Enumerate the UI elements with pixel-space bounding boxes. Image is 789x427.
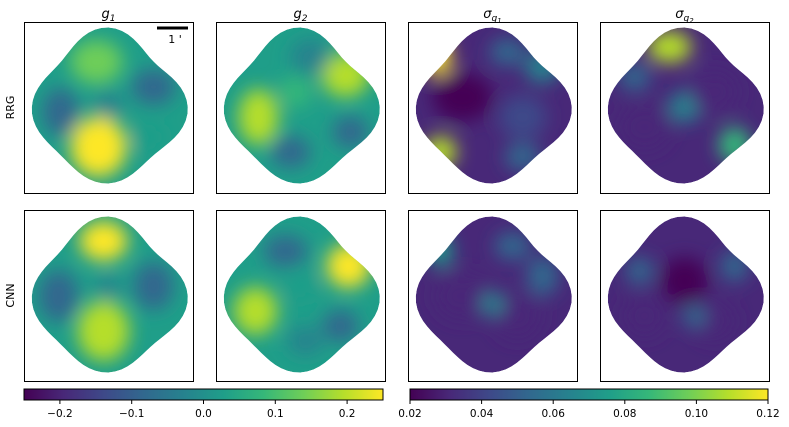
map-feature xyxy=(94,91,123,119)
colorbar-tick-label: 0.04 xyxy=(470,408,494,420)
row-label-cnn: CNN xyxy=(4,283,17,307)
panel-rrg-g2 xyxy=(216,22,386,194)
map-feature xyxy=(526,256,559,296)
map-feature xyxy=(622,294,667,338)
map-feature xyxy=(682,304,707,328)
map-feature xyxy=(625,257,654,285)
map-feature xyxy=(647,31,692,63)
scale-bar: 1 ' xyxy=(157,26,188,46)
column-titles: g1 g2 σg1 σg2 xyxy=(102,7,695,25)
map-feature xyxy=(38,270,79,322)
map-feature xyxy=(77,301,130,361)
map-feature xyxy=(279,76,312,108)
row-labels: RRG CNN xyxy=(4,96,17,308)
column-title-sg1: σg1 xyxy=(483,7,501,25)
colorbar-gradient xyxy=(409,388,769,401)
shear-map xyxy=(607,216,764,373)
column-title-g2: g2 xyxy=(294,7,308,24)
map-feature xyxy=(233,287,278,335)
map-feature xyxy=(480,292,505,316)
panel-rrg-g1 xyxy=(24,22,194,194)
column-title-sg2: σg2 xyxy=(675,7,694,25)
panel-grid xyxy=(24,22,770,382)
map-feature xyxy=(133,262,174,310)
map-feature xyxy=(618,103,671,151)
map-feature xyxy=(494,232,531,260)
map-feature xyxy=(96,276,121,300)
shear-map xyxy=(31,27,188,184)
colorbar-tick-label: −0.2 xyxy=(47,408,73,420)
map-feature xyxy=(498,95,547,139)
panel-cnn-sg1 xyxy=(408,210,578,382)
shear-map xyxy=(31,216,188,373)
map-feature xyxy=(131,69,176,105)
panel-rrg-sg2 xyxy=(600,22,770,194)
panel-rrg-sg1 xyxy=(408,22,578,194)
map-feature xyxy=(690,70,739,114)
shear-map xyxy=(223,216,380,373)
map-feature xyxy=(332,116,369,148)
map-feature xyxy=(287,327,324,355)
map-feature xyxy=(79,221,128,261)
colorbar-tick-label: 0.06 xyxy=(542,408,566,420)
map-feature xyxy=(263,235,308,267)
colorbar-1: −0.2 −0.1 0.0 0.1 0.2 xyxy=(23,388,384,420)
row-label-rrg: RRG xyxy=(4,96,17,120)
map-feature xyxy=(238,89,279,145)
column-title-g1: g1 xyxy=(102,7,116,24)
map-feature xyxy=(70,40,123,84)
map-feature xyxy=(286,272,315,300)
colorbars: −0.2 −0.1 0.0 0.1 0.2 0.02 0.04 0.06 0.08 0.10 0.1… xyxy=(23,388,780,420)
map-feature xyxy=(270,136,311,168)
scale-bar-label: 1 ' xyxy=(168,33,182,46)
map-feature xyxy=(132,123,165,151)
colorbar-2: 0.02 0.04 0.06 0.08 0.10 0.12 xyxy=(398,388,780,420)
map-feature xyxy=(42,88,79,136)
map-feature xyxy=(432,73,493,121)
colorbar-tick-label: 0.10 xyxy=(685,408,708,420)
map-feature xyxy=(489,38,526,66)
map-feature xyxy=(660,257,709,305)
panel-cnn-sg2 xyxy=(600,210,770,382)
map-feature xyxy=(434,272,491,320)
panel-cnn-g1 xyxy=(24,210,194,382)
colorbar-tick-label: 0.2 xyxy=(339,408,356,420)
panel-cnn-g2 xyxy=(216,210,386,382)
map-feature xyxy=(290,39,331,75)
colorbar-gradient xyxy=(23,388,384,401)
colorbar-tick-label: 0.02 xyxy=(398,408,421,420)
map-feature xyxy=(322,310,359,342)
colorbar-tick-label: 0.08 xyxy=(613,408,636,420)
colorbar-tick-label: 0.12 xyxy=(756,408,779,420)
colorbar-tick-label: 0.0 xyxy=(195,408,212,420)
shear-map xyxy=(607,27,764,184)
map-feature xyxy=(493,292,542,340)
colorbar-tick-label: 0.1 xyxy=(267,408,284,420)
colorbar-tick-label: −0.1 xyxy=(119,408,145,420)
map-feature xyxy=(70,117,127,177)
